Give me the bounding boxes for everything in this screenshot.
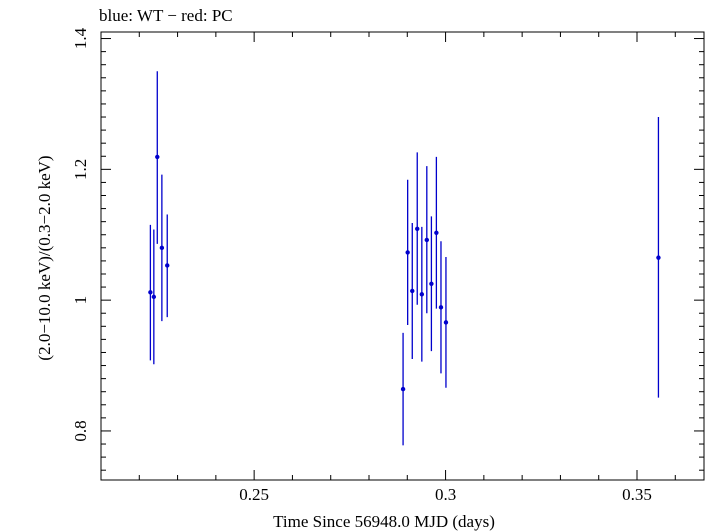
point-marker (151, 294, 157, 300)
point-marker (415, 226, 420, 232)
point-marker (429, 281, 434, 286)
data-point (443, 256, 449, 388)
data-point (434, 156, 439, 309)
point-marker (148, 290, 153, 295)
data-point (424, 166, 430, 314)
data-point (438, 241, 444, 374)
point-marker (443, 320, 449, 325)
x-axis-label: Time Since 56948.0 MJD (days) (273, 512, 495, 531)
point-marker (424, 237, 430, 243)
data-point (410, 222, 415, 360)
point-marker (405, 250, 410, 255)
y-tick-label: 1.2 (71, 159, 90, 180)
data-point (656, 117, 661, 398)
data-series (148, 71, 661, 446)
data-point (159, 174, 165, 322)
point-marker (165, 263, 170, 268)
data-point (415, 152, 420, 305)
plot-frame (100, 31, 705, 481)
point-marker (400, 386, 406, 392)
chart-title: blue: WT − red: PC (99, 6, 233, 25)
x-tick-label: 0.35 (622, 485, 652, 504)
point-marker (410, 288, 415, 294)
x-tick-label: 0.25 (239, 485, 269, 504)
point-marker (434, 230, 439, 235)
data-point (165, 214, 170, 318)
data-point (405, 179, 410, 325)
y-axis-label: (2.0−10.0 keV)/(0.3−2.0 keV) (35, 155, 54, 360)
y-axis-ticks: 0.8 1 1.2 1.4 (71, 27, 704, 471)
point-marker (438, 305, 444, 310)
x-axis-ticks: 0.25 0.3 0.35 (100, 32, 676, 504)
y-tick-label: 0.8 (71, 420, 90, 441)
y-tick-label: 1.4 (71, 27, 90, 49)
data-point (148, 224, 153, 361)
data-point (429, 216, 434, 352)
data-point (151, 229, 157, 365)
data-point (400, 332, 406, 446)
point-marker (419, 292, 425, 297)
point-marker (159, 245, 165, 251)
y-tick-label: 1 (71, 296, 90, 305)
x-tick-label: 0.3 (435, 485, 456, 504)
point-marker (656, 255, 661, 260)
data-point (155, 71, 160, 244)
data-point (419, 226, 425, 362)
point-marker (155, 154, 160, 160)
